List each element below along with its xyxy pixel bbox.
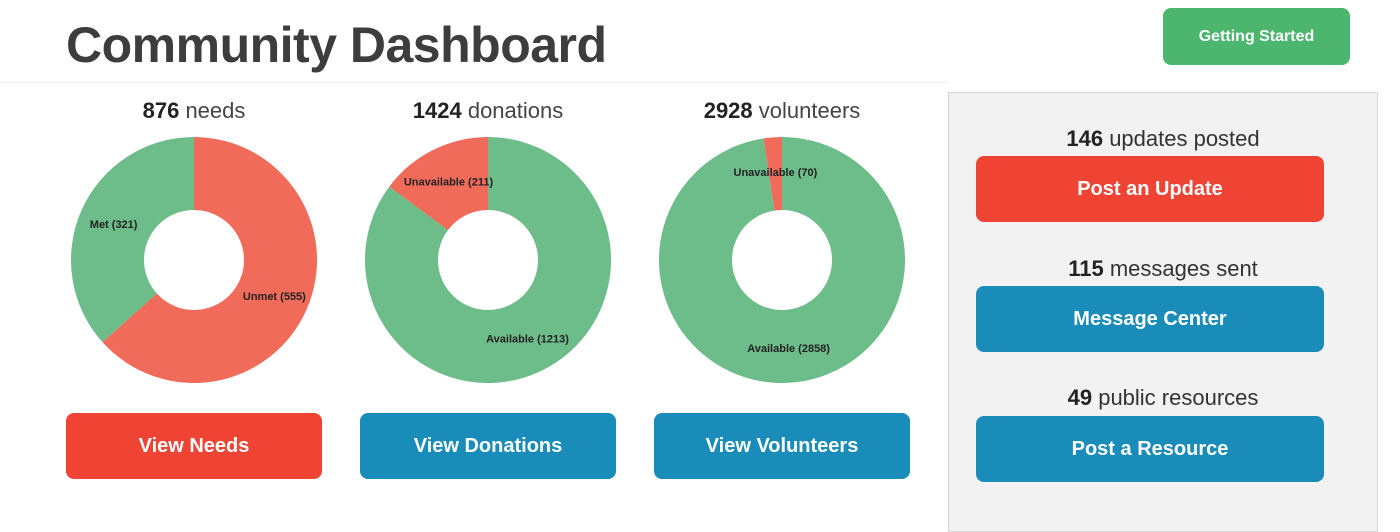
volunteers-count-line: 2928 volunteers (654, 96, 910, 126)
donations-count-line: 1424 donations (360, 96, 616, 126)
messages-count-label: messages sent (1109, 256, 1258, 281)
donut-slice-unmet (102, 137, 317, 383)
resources-count: 49 (1067, 385, 1093, 410)
donut-label-met: Met (321) (90, 219, 138, 231)
volunteers-chart-column: 2928 volunteers Available (2858) Unavaila… (654, 96, 910, 383)
donations-count: 1424 (412, 98, 462, 123)
view-volunteers-button[interactable]: View Volunteers (654, 413, 910, 479)
needs-count-label: needs (185, 98, 246, 123)
donut-slice-available (365, 137, 611, 383)
header-divider (0, 82, 948, 83)
donut-slice-available (659, 137, 905, 383)
updates-count: 146 (1066, 126, 1104, 151)
needs-chart-column: 876 needs Unmet (555) Met (321) (66, 96, 322, 383)
volunteers-count: 2928 (703, 98, 753, 123)
needs-count-line: 876 needs (66, 96, 322, 126)
page-title: Community Dashboard (66, 17, 607, 73)
needs-donut-chart: Unmet (555) Met (321) (71, 137, 317, 383)
donations-count-label: donations (467, 98, 564, 123)
view-needs-button[interactable]: View Needs (66, 413, 322, 479)
needs-count: 876 (142, 98, 180, 123)
donut-slice-met (71, 137, 194, 343)
donut-slice-unavailable (763, 137, 782, 211)
messages-count: 115 (1068, 256, 1104, 281)
volunteers-donut-chart: Available (2858) Unavailable (70) (659, 137, 905, 383)
post-resource-button[interactable]: Post a Resource (976, 416, 1324, 482)
messages-count-line: 115 messages sent (949, 256, 1377, 282)
donations-chart-column: 1424 donations Available (1213) Unavailab… (360, 96, 616, 383)
updates-count-line: 146 updates posted (949, 126, 1377, 152)
resources-count-line: 49 public resources (949, 385, 1377, 411)
donut-label-available: Available (2858) (747, 343, 830, 355)
message-center-button[interactable]: Message Center (976, 286, 1324, 352)
view-donations-button[interactable]: View Donations (360, 413, 616, 479)
donations-donut-chart: Available (1213) Unavailable (211) (365, 137, 611, 383)
donut-label-unavailable: Unavailable (211) (404, 176, 494, 188)
volunteers-count-label: volunteers (758, 98, 861, 123)
donut-label-unmet: Unmet (555) (243, 291, 306, 303)
getting-started-button[interactable]: Getting Started (1163, 8, 1350, 65)
donut-slice-unavailable (389, 137, 488, 231)
donut-label-unavailable: Unavailable (70) (734, 167, 818, 179)
donut-label-available: Available (1213) (486, 334, 569, 346)
updates-count-label: updates posted (1109, 126, 1260, 151)
post-update-button[interactable]: Post an Update (976, 156, 1324, 222)
resources-count-label: public resources (1098, 385, 1259, 410)
activity-panel: 146 updates posted Post an Update 115 me… (948, 92, 1378, 532)
